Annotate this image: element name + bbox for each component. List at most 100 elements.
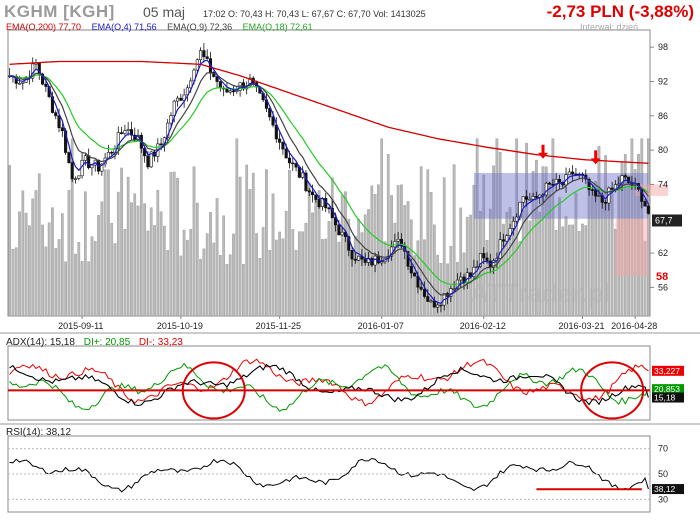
candle-body (620, 175, 624, 185)
candle-body (100, 163, 104, 172)
volume-bar (574, 192, 578, 317)
volume-bar (551, 138, 555, 317)
volume-bar (284, 211, 288, 317)
volume-bar (44, 246, 48, 317)
volume-bar (535, 159, 538, 317)
volume-bar (386, 154, 390, 317)
candle-body (452, 288, 456, 290)
candle-body (353, 258, 357, 261)
highlight-zone (635, 184, 669, 196)
volume-bar (18, 211, 21, 317)
volume-bar (561, 226, 565, 317)
candle-body (294, 163, 298, 168)
candle-body (176, 97, 180, 102)
volume-bar (14, 247, 18, 317)
price-tick-label: 62 (658, 248, 668, 258)
candle-body (475, 266, 479, 268)
volume-bar (110, 223, 114, 317)
volume-bar (242, 264, 245, 317)
candle-body (459, 276, 463, 281)
volume-bar (541, 166, 545, 317)
volume-bar (24, 212, 28, 317)
volume-bar (558, 197, 561, 317)
volume-bar (100, 201, 104, 317)
volume-bar (80, 261, 84, 317)
volume-bar (34, 190, 38, 317)
volume-bar (251, 172, 255, 317)
candle-body (422, 288, 427, 297)
volume-bar (166, 250, 170, 317)
volume-bar (172, 171, 176, 317)
price-tick-label: 80 (658, 145, 668, 155)
candle-body (604, 202, 608, 204)
volume-bar (103, 169, 107, 317)
volume-bar (442, 177, 446, 317)
candle-body (413, 272, 417, 277)
legend-ema200: EMA(O,200) 77,70 (6, 22, 82, 32)
volume-bar (564, 216, 568, 317)
volume-bar (301, 231, 305, 317)
candle-body (60, 127, 64, 132)
volume-bar (130, 202, 133, 317)
volume-bar (324, 238, 328, 317)
volume-bar (120, 167, 123, 317)
di-plus-label: DI+: 20,85 (83, 337, 131, 348)
volume-bar (413, 255, 416, 317)
adx-value-label: 20,853 (654, 384, 680, 394)
candle-body (617, 183, 621, 186)
candle-body (357, 255, 361, 261)
volume-bar (47, 222, 51, 317)
date-tick-label: 2015-11-25 (256, 321, 301, 331)
volume-bar (521, 209, 525, 317)
volume-bar (393, 222, 397, 317)
candle-body (376, 255, 380, 264)
candle-body (307, 190, 311, 193)
volume-bar (143, 203, 146, 317)
volume-bar (377, 184, 380, 317)
volume-bar (314, 197, 318, 317)
candle-body (120, 132, 124, 134)
candle-body (268, 108, 272, 118)
candle-body (557, 179, 562, 183)
volume-bar (232, 233, 235, 317)
ticker-title: KGHM [KGH] (4, 2, 115, 21)
candle-body (317, 199, 321, 208)
candle-body (643, 201, 647, 207)
candle-body (271, 116, 275, 126)
candle-body (70, 162, 74, 180)
volume-bar (544, 166, 548, 317)
volume-bar (146, 230, 150, 317)
volume-bar (512, 216, 515, 317)
volume-bar (330, 177, 334, 317)
volume-bar (176, 177, 179, 317)
candle-body (146, 155, 150, 168)
candle-body (337, 224, 341, 236)
candle-body (64, 130, 68, 153)
volume-bar (528, 220, 532, 317)
price-tag-label: 67,7 (655, 215, 673, 225)
di-minus-label: DI-: 33,23 (138, 337, 183, 348)
ema-legend: EMA(O,200) 77,70 EMA(O,4) 71,56 EMA(O,9)… (6, 22, 321, 32)
adx-value-tag (652, 365, 684, 376)
date-tick-label: 2016-02-12 (460, 321, 506, 331)
volume-bar (179, 255, 183, 317)
candle-body (485, 257, 489, 262)
candle-body (482, 253, 486, 259)
adx-value-tag (652, 384, 684, 395)
volume-bar (594, 181, 598, 317)
volume-bar (604, 155, 607, 317)
candle-body (287, 157, 292, 164)
volume-bar (311, 212, 314, 317)
volume-bar (126, 176, 130, 317)
candle-body (41, 73, 45, 85)
candle-body (116, 132, 120, 149)
volume-bar (238, 176, 242, 317)
candle-body (590, 189, 594, 191)
volume-bar (472, 185, 476, 317)
volume-bar (419, 166, 423, 317)
volume-bar (281, 238, 285, 317)
volume-bar (577, 230, 581, 317)
candle-body (228, 90, 232, 93)
adx-label-row: ADX(14): 15,18 DI+: 20,85 DI-: 33,23 (6, 337, 189, 348)
candle-body (419, 286, 423, 290)
